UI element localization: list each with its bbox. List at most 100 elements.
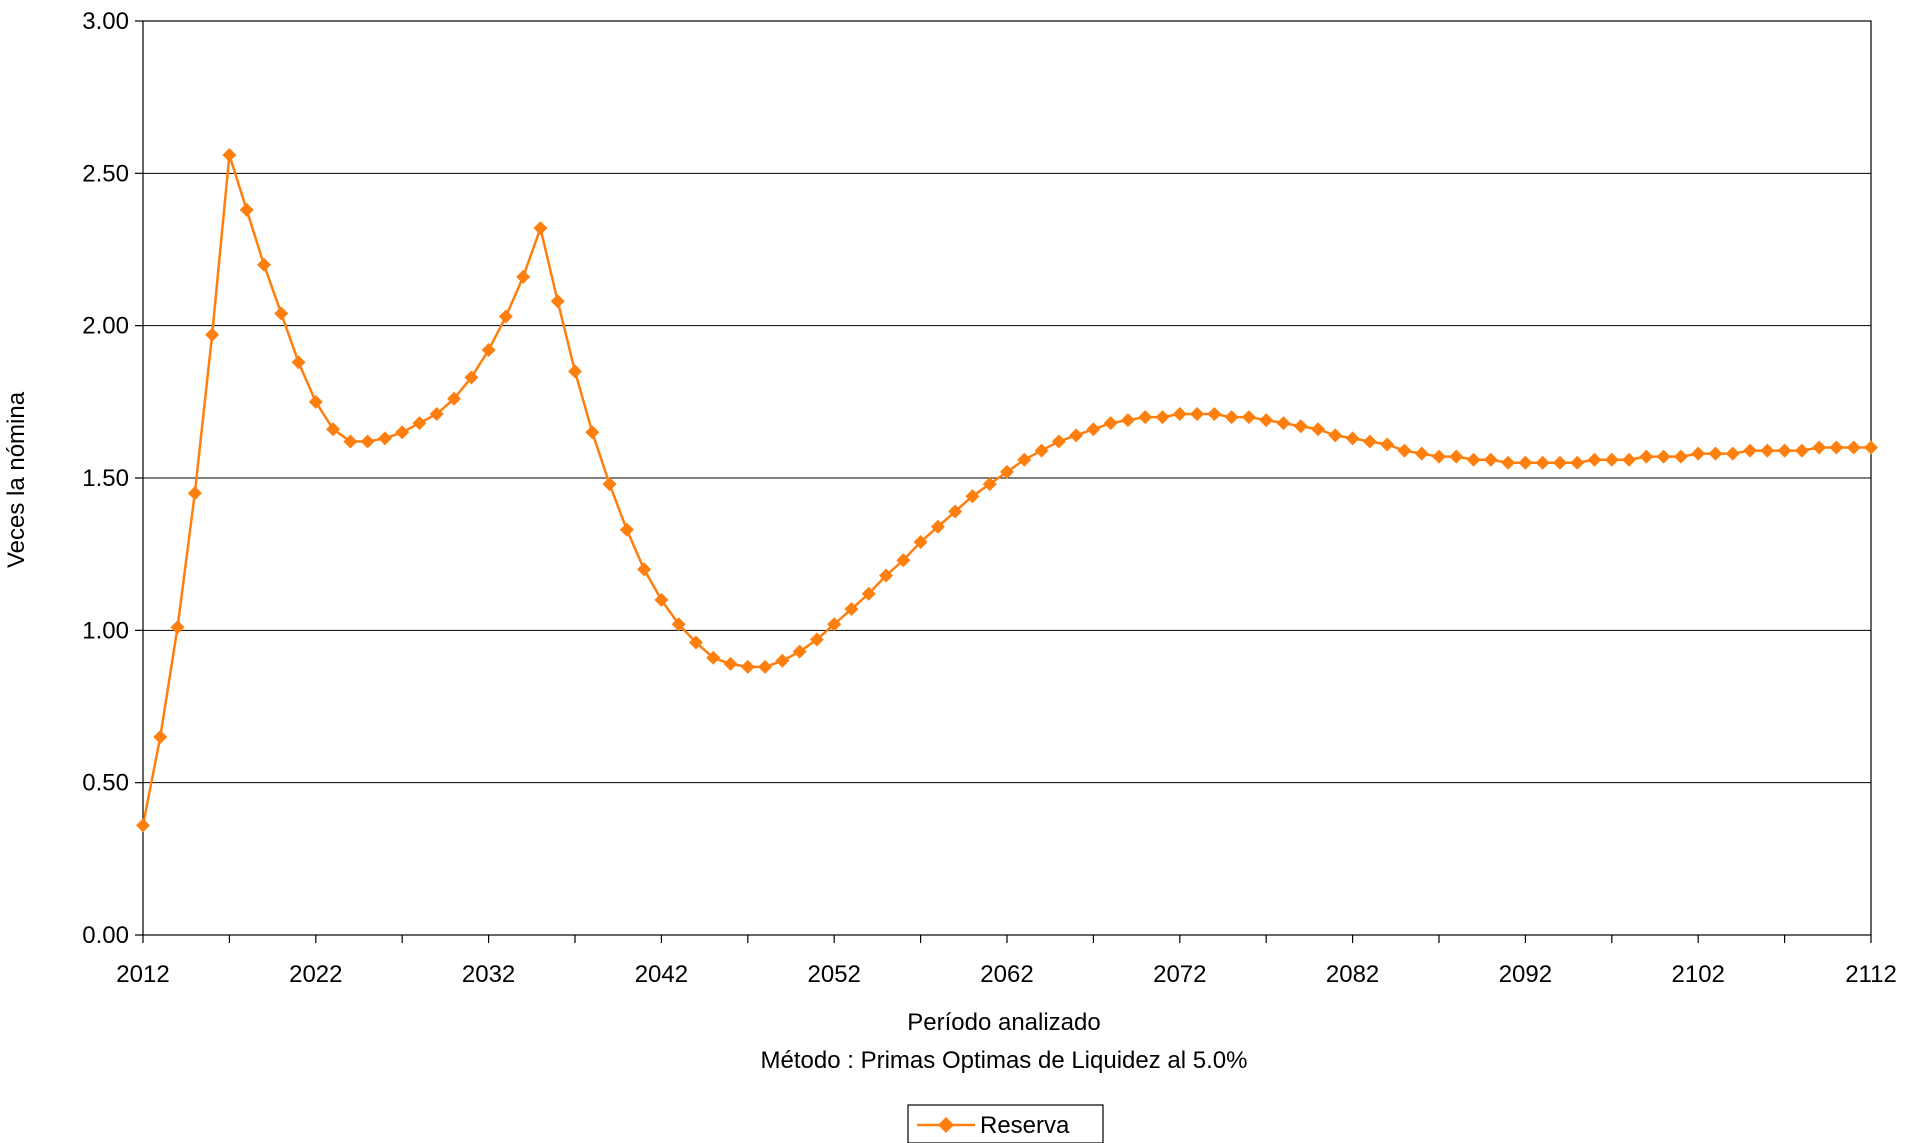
data-point [1086, 422, 1101, 437]
x-tick-label: 2092 [1499, 961, 1552, 988]
data-point [844, 602, 859, 617]
x-tick-label: 2102 [1672, 961, 1725, 988]
data-point [1535, 455, 1550, 470]
legend-diamond-marker [938, 1117, 954, 1133]
data-point [498, 309, 513, 324]
data-point [585, 425, 600, 440]
data-point [1414, 446, 1429, 461]
legend: Reserva [907, 1104, 1104, 1143]
data-point [395, 425, 410, 440]
data-point [1673, 449, 1688, 464]
data-point [1518, 455, 1533, 470]
data-point [533, 221, 548, 236]
data-point [377, 431, 392, 446]
data-point [291, 355, 306, 370]
data-point [170, 620, 185, 635]
data-point [205, 327, 220, 342]
data-point [965, 489, 980, 504]
data-point [896, 553, 911, 568]
data-point [1397, 443, 1412, 458]
data-point [740, 659, 755, 674]
data-point [1069, 428, 1084, 443]
data-point [1138, 410, 1153, 425]
data-point [827, 617, 842, 632]
data-point [1017, 452, 1032, 467]
data-point [1656, 449, 1671, 464]
x-tick-label: 2012 [116, 961, 169, 988]
data-point [1103, 416, 1118, 431]
data-point [1276, 416, 1291, 431]
data-point [619, 522, 634, 537]
data-point [1328, 428, 1343, 443]
y-tick-label: 2.50 [82, 160, 129, 187]
y-tick-label: 1.00 [82, 617, 129, 644]
data-point [360, 434, 375, 449]
data-point [913, 534, 928, 549]
data-point [1812, 440, 1827, 455]
x-tick-label: 2082 [1326, 961, 1379, 988]
data-point [1190, 407, 1205, 422]
data-point [1224, 410, 1239, 425]
data-point [861, 586, 876, 601]
y-tick-label: 0.00 [82, 922, 129, 949]
data-point [1760, 443, 1775, 458]
data-point [429, 407, 444, 422]
data-point [1120, 413, 1135, 428]
data-point [1777, 443, 1792, 458]
x-tick-label: 2052 [808, 961, 861, 988]
data-point [723, 656, 738, 671]
data-point [516, 269, 531, 284]
data-point [758, 659, 773, 674]
data-point [1743, 443, 1758, 458]
data-point [1000, 464, 1014, 479]
data-point [550, 294, 565, 309]
data-point [1639, 449, 1654, 464]
data-point [1725, 446, 1740, 461]
data-point [1449, 449, 1464, 464]
data-point [602, 477, 617, 492]
data-point [274, 306, 289, 321]
y-tick-label: 0.50 [82, 770, 129, 797]
data-point [671, 617, 686, 632]
x-tick-label: 2062 [980, 961, 1033, 988]
data-point [1829, 440, 1844, 455]
data-point [1864, 440, 1878, 455]
x-tick-label: 2042 [635, 961, 688, 988]
data-point [1259, 413, 1274, 428]
data-point [688, 635, 703, 650]
data-point [879, 568, 894, 583]
data-point [1552, 455, 1567, 470]
data-point [1311, 422, 1326, 437]
data-point [187, 486, 202, 501]
data-point [1380, 437, 1395, 452]
y-axis-title: Veces la nómina [3, 391, 30, 568]
y-tick-label: 1.50 [82, 465, 129, 492]
data-point [1483, 452, 1498, 467]
x-tick-label: 2072 [1153, 961, 1206, 988]
legend-label-reserva: Reserva [980, 1112, 1070, 1139]
data-point [464, 370, 479, 385]
y-tick-label: 2.00 [82, 313, 129, 340]
x-axis-ticks [142, 935, 1872, 943]
data-point [1466, 452, 1481, 467]
x-tick-label: 2032 [462, 961, 515, 988]
data-point [1604, 452, 1619, 467]
data-point [1207, 407, 1222, 422]
data-point [326, 422, 341, 437]
data-point [1501, 455, 1516, 470]
data-point [1051, 434, 1066, 449]
data-point [412, 416, 427, 431]
data-point [1345, 431, 1360, 446]
data-point [1293, 419, 1308, 434]
data-point [1034, 443, 1049, 458]
data-point [1794, 443, 1809, 458]
data-point [637, 562, 652, 577]
x-axis-title: Período analizado [907, 1009, 1100, 1036]
data-point [1587, 452, 1602, 467]
series-reserva [136, 148, 1878, 833]
data-point [654, 592, 669, 607]
data-point [308, 394, 323, 409]
y-axis-tick-labels: 0.00 0.50 1.00 1.50 2.00 2.50 3.00 [82, 8, 143, 949]
